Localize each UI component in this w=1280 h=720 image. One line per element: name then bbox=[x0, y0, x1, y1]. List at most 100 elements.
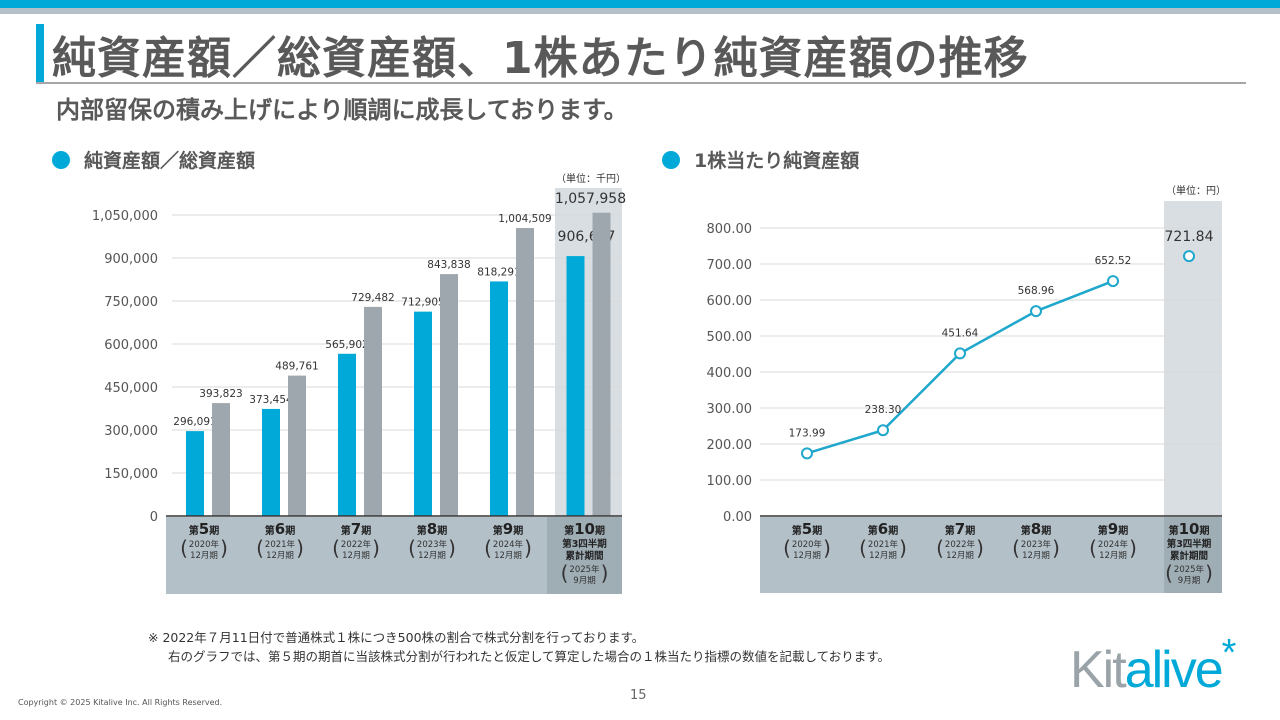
category-label-period: 第7期 bbox=[945, 520, 975, 538]
bar-net-assets bbox=[566, 256, 585, 516]
y-tick-label: 200.00 bbox=[707, 438, 753, 453]
y-tick-label: 700.00 bbox=[707, 258, 753, 273]
data-label: 373,454 bbox=[249, 394, 293, 406]
data-label: 238.30 bbox=[865, 404, 902, 416]
right-chart-unit: （単位：円） bbox=[1166, 186, 1226, 197]
category-label-month: 9月期 bbox=[573, 576, 595, 586]
bar-net-assets bbox=[262, 408, 280, 516]
category-label-year: 2025年 bbox=[569, 564, 600, 575]
category-label-year: 2022年 bbox=[945, 539, 976, 550]
y-tick-label: 750,000 bbox=[104, 295, 158, 310]
category-paren-open: ( bbox=[859, 536, 867, 560]
right-chart-heading: 1株当たり純資産額 bbox=[662, 146, 859, 173]
right-chart-title: 1株当たり純資産額 bbox=[694, 150, 860, 172]
left-chart-unit: （単位：千円） bbox=[556, 174, 626, 185]
category-label-period: 第10期 bbox=[1169, 520, 1210, 538]
category-label-month: 12月期 bbox=[190, 551, 218, 561]
category-band bbox=[760, 517, 1222, 593]
bar-net-assets bbox=[490, 281, 508, 516]
category-paren-close: ) bbox=[220, 536, 228, 560]
bar-net-assets bbox=[338, 353, 356, 516]
category-label-month: 12月期 bbox=[418, 551, 446, 561]
category-label-month: 9月期 bbox=[1178, 576, 1200, 586]
data-point bbox=[1030, 305, 1042, 318]
category-paren-close: ) bbox=[1052, 536, 1060, 560]
category-paren-close: ) bbox=[601, 561, 609, 585]
data-label: 568.96 bbox=[1018, 285, 1055, 297]
category-label-period: 第5期 bbox=[189, 520, 219, 538]
category-paren-close: ) bbox=[524, 536, 532, 560]
left-chart-title: 純資産額／総資産額 bbox=[84, 150, 256, 172]
y-tick-label: 500.00 bbox=[707, 330, 753, 345]
category-label-period: 第9期 bbox=[493, 520, 523, 538]
category-paren-open: ( bbox=[783, 536, 791, 560]
y-tick-label: 600,000 bbox=[104, 338, 158, 353]
data-label: 565,902 bbox=[325, 339, 368, 351]
category-paren-close: ) bbox=[899, 536, 907, 560]
footnote-line-1: ※ 2022年７月11日付で普通株式１株につき500株の割合で株式分割を行ってお… bbox=[148, 630, 645, 645]
category-label-period: 第5期 bbox=[792, 520, 822, 538]
data-label: 652.52 bbox=[1095, 255, 1132, 267]
category-label-year: 2023年 bbox=[417, 539, 448, 550]
data-point bbox=[1107, 275, 1119, 288]
title-divider bbox=[36, 82, 1246, 84]
bar-total-assets bbox=[288, 375, 306, 516]
data-label: 818,291 bbox=[477, 266, 520, 278]
category-label-month: 12月期 bbox=[494, 551, 522, 561]
category-label-period: 第6期 bbox=[868, 520, 898, 538]
y-tick-label: 400.00 bbox=[707, 366, 753, 381]
category-paren-close: ) bbox=[1205, 561, 1213, 585]
category-label-month: 12月期 bbox=[1022, 551, 1050, 561]
category-label-extra: 第3四半期 bbox=[1167, 538, 1212, 550]
page-number: 15 bbox=[630, 688, 647, 703]
bar-total-assets bbox=[440, 274, 458, 516]
bar-net-assets bbox=[414, 311, 432, 516]
category-label-period: 第10期 bbox=[564, 520, 605, 538]
data-point bbox=[954, 347, 966, 360]
category-paren-close: ) bbox=[1129, 536, 1137, 560]
top-accent-bar bbox=[0, 0, 1280, 8]
left-chart-heading: 純資産額／総資産額 bbox=[52, 146, 255, 173]
category-label-year: 2024年 bbox=[493, 539, 524, 550]
category-label-month: 12月期 bbox=[946, 551, 974, 561]
bar-net-assets bbox=[186, 431, 204, 516]
category-label-month: 12月期 bbox=[342, 551, 370, 561]
category-paren-open: ( bbox=[256, 536, 264, 560]
category-paren-close: ) bbox=[448, 536, 456, 560]
category-paren-open: ( bbox=[180, 536, 188, 560]
category-band-highlight bbox=[1164, 517, 1222, 593]
category-paren-close: ) bbox=[976, 536, 984, 560]
data-label: 843,838 bbox=[427, 259, 470, 271]
highlight-column bbox=[555, 188, 622, 516]
category-label-month: 12月期 bbox=[869, 551, 897, 561]
data-point bbox=[1183, 250, 1195, 263]
copyright: Copyright © 2025 Kitalive Inc. All Right… bbox=[18, 698, 223, 707]
data-label: 296,091 bbox=[173, 416, 216, 428]
category-paren-open: ( bbox=[1165, 561, 1173, 585]
logo-kit: Kit bbox=[1070, 641, 1127, 699]
page-subtitle: 内部留保の積み上げにより順調に成長しております。 bbox=[56, 96, 628, 124]
category-paren-open: ( bbox=[936, 536, 944, 560]
category-label-period: 第8期 bbox=[417, 520, 447, 538]
category-label-period: 第7期 bbox=[341, 520, 371, 538]
y-tick-label: 800.00 bbox=[707, 222, 753, 237]
data-label: 489,761 bbox=[275, 361, 318, 373]
y-tick-label: 1,050,000 bbox=[92, 209, 158, 224]
highlight-column bbox=[1164, 201, 1222, 516]
category-label-period: 第8期 bbox=[1021, 520, 1051, 538]
y-tick-label: 300,000 bbox=[104, 424, 158, 439]
category-label-year: 2021年 bbox=[265, 539, 296, 550]
category-label-year: 2022年 bbox=[341, 539, 372, 550]
y-tick-label: 100.00 bbox=[707, 474, 753, 489]
category-label-year: 2024年 bbox=[1098, 539, 1129, 550]
category-label-month: 12月期 bbox=[266, 551, 294, 561]
category-paren-open: ( bbox=[1012, 536, 1020, 560]
data-point bbox=[801, 447, 813, 460]
category-label-year: 2021年 bbox=[868, 539, 899, 550]
y-tick-label: 0.00 bbox=[723, 510, 752, 525]
bullet-dot-icon bbox=[662, 150, 680, 169]
y-tick-label: 450,000 bbox=[104, 381, 158, 396]
category-paren-open: ( bbox=[1089, 536, 1097, 560]
